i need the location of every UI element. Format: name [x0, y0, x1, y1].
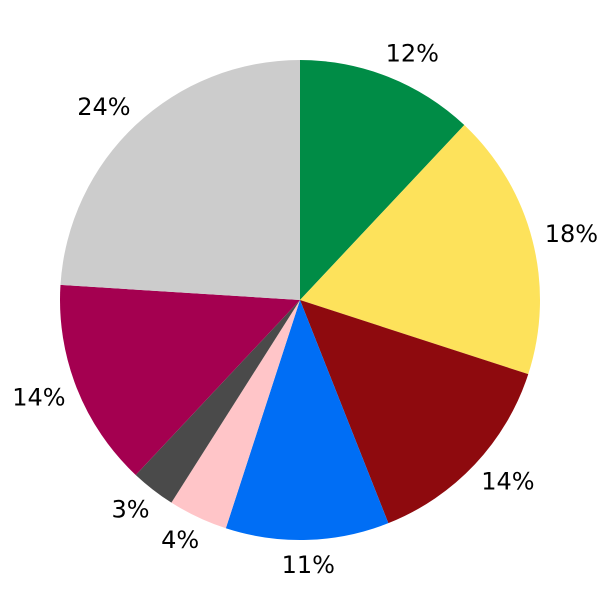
- pie-slice-3-11%: [225, 300, 389, 540]
- slice-label-3-11%: 11%: [282, 551, 335, 579]
- pie-slice-0-12%: [300, 60, 465, 300]
- pie-slice-1-18%: [300, 125, 540, 375]
- slice-label-7-24%: 24%: [77, 93, 130, 121]
- pie-slice-4-4%: [171, 300, 300, 529]
- pie-slice-2-14%: [300, 300, 529, 524]
- pie-slice-6-14%: [59, 284, 300, 475]
- slice-label-4-4%: 4%: [161, 526, 199, 554]
- slice-label-0-12%: 12%: [386, 40, 439, 68]
- pie-slice-7-24%: [60, 60, 300, 300]
- slice-label-2-14%: 14%: [481, 467, 534, 495]
- pie-slice-5-3%: [135, 300, 300, 503]
- slice-label-6-14%: 14%: [12, 384, 65, 412]
- slice-label-5-3%: 3%: [112, 495, 150, 523]
- slice-label-1-18%: 18%: [545, 220, 598, 248]
